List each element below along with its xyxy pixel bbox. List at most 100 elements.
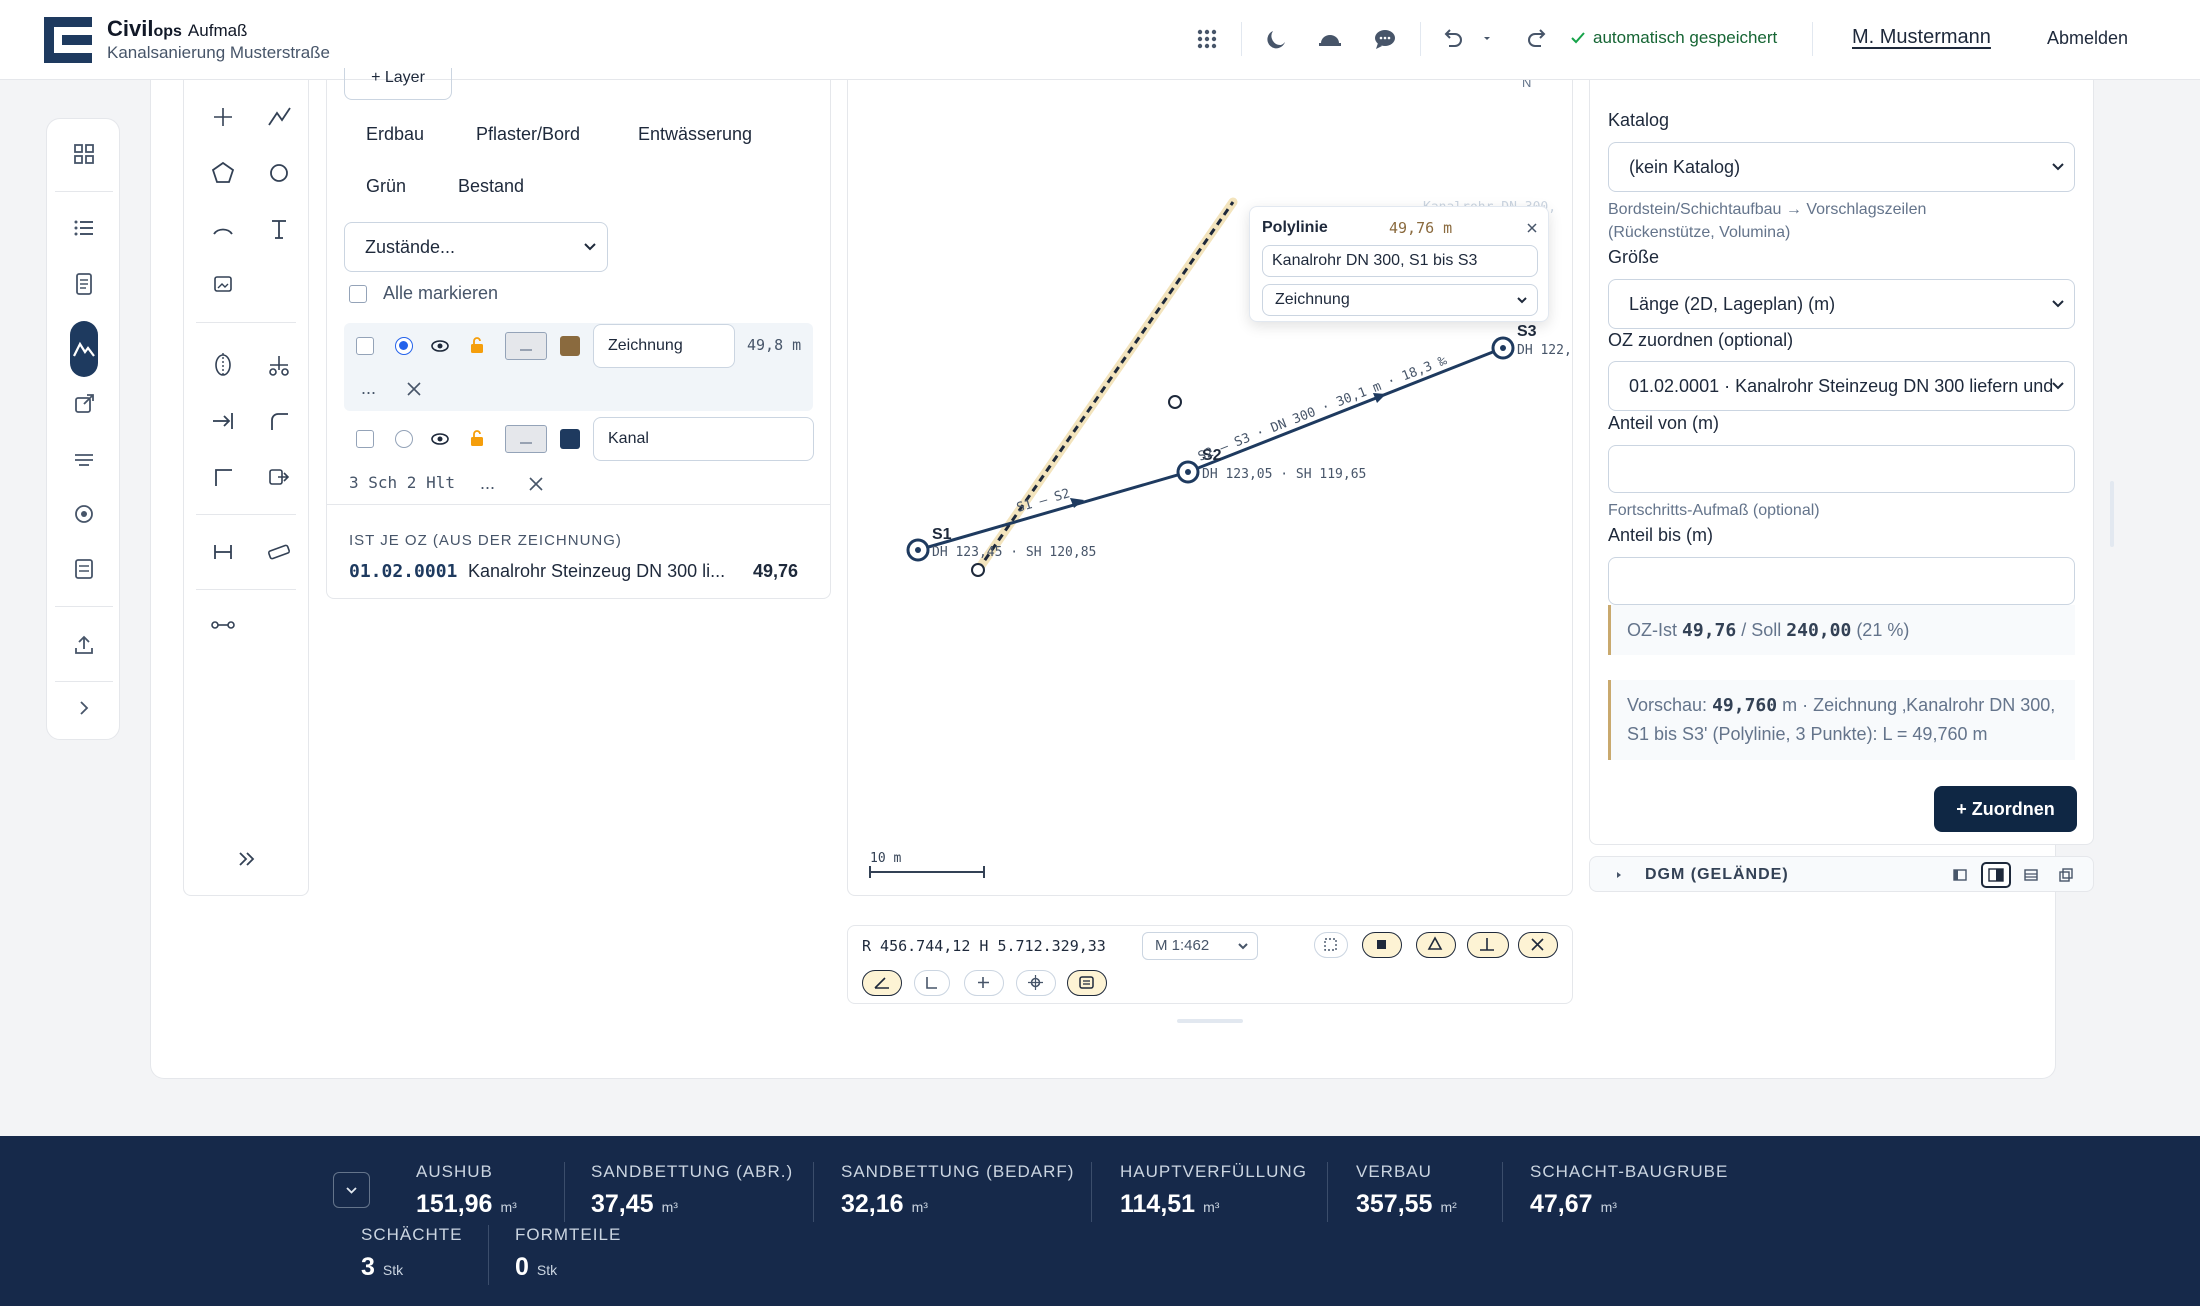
- map-drawing[interactable]: N Kanalrohr DN 300, S1 S2 S3 DH 123,45 ·…: [848, 80, 1573, 896]
- arc-tool-icon[interactable]: [206, 212, 240, 246]
- collapse-footer-button[interactable]: [333, 1172, 370, 1208]
- report-icon[interactable]: [69, 554, 99, 584]
- layer-color-swatch[interactable]: [560, 429, 580, 449]
- panel-split-button[interactable]: [1981, 862, 2011, 888]
- panel-left-icon[interactable]: [1951, 866, 1969, 884]
- popout-icon[interactable]: [2057, 866, 2075, 884]
- user-name[interactable]: M. Mustermann: [1852, 26, 1991, 48]
- dgm-section[interactable]: DGM (GELÄNDE): [1589, 856, 2094, 892]
- close-icon[interactable]: [1525, 221, 1539, 235]
- drawing-polyline[interactable]: [976, 201, 1235, 571]
- text-tool-icon[interactable]: [262, 212, 296, 246]
- lock-icon[interactable]: [466, 427, 488, 449]
- category-chip[interactable]: Grün: [366, 176, 407, 196]
- image-tool-icon[interactable]: [206, 268, 240, 302]
- layer-checkbox[interactable]: [356, 337, 374, 355]
- mirror-tool-icon[interactable]: [206, 348, 240, 382]
- lock-icon[interactable]: [466, 334, 488, 356]
- zustaende-select[interactable]: Zustände...: [344, 222, 608, 272]
- resize-handle[interactable]: [1177, 1019, 1243, 1023]
- more-options[interactable]: ...: [361, 378, 377, 398]
- polygon-tool-icon[interactable]: [206, 156, 240, 190]
- target-icon[interactable]: [69, 499, 99, 529]
- helmet-icon[interactable]: [1315, 24, 1345, 54]
- oz-assign-select[interactable]: 01.02.0001 · Kanalrohr Steinzeug DN 300 …: [1608, 361, 2075, 411]
- export-tool-icon[interactable]: [262, 460, 296, 494]
- eye-icon[interactable]: [429, 429, 451, 449]
- mark-all-checkbox[interactable]: [349, 285, 367, 303]
- layer-active-radio[interactable]: [395, 430, 413, 448]
- cut-tool-icon[interactable]: [262, 348, 296, 382]
- scrollbar[interactable]: [2110, 481, 2114, 547]
- double-chevron-right-icon[interactable]: [230, 842, 264, 876]
- anteil-von-input[interactable]: [1608, 445, 2075, 493]
- vertex-handle[interactable]: [1168, 395, 1182, 409]
- redo-icon[interactable]: [1523, 24, 1553, 54]
- popup-text-input[interactable]: Kanalrohr DN 300, S1 bis S3: [1262, 245, 1538, 277]
- ortho-button[interactable]: [914, 970, 950, 996]
- close-icon[interactable]: [405, 380, 423, 398]
- manhole-s1[interactable]: [906, 538, 930, 562]
- layer-name-input[interactable]: Zeichnung: [593, 324, 735, 368]
- upload-icon[interactable]: [69, 630, 99, 660]
- chat-icon[interactable]: [1370, 24, 1400, 54]
- stat-label: VERBAU: [1356, 1162, 1432, 1181]
- layer-style-button[interactable]: [505, 332, 547, 360]
- snap-triangle-button[interactable]: [1416, 932, 1456, 958]
- external-link-icon[interactable]: [69, 389, 99, 419]
- moon-icon[interactable]: [1261, 24, 1291, 54]
- expand-chevron-icon[interactable]: [69, 693, 99, 723]
- map-scale-select[interactable]: M 1:462: [1142, 932, 1258, 960]
- close-icon[interactable]: [527, 475, 545, 493]
- ruler-tool-icon[interactable]: [262, 535, 296, 569]
- zuordnen-button[interactable]: + Zuordnen: [1934, 786, 2077, 832]
- chevron-down-icon[interactable]: [1480, 24, 1494, 54]
- dimension-tool-icon[interactable]: [206, 535, 240, 569]
- layer-checkbox[interactable]: [356, 430, 374, 448]
- vertex-handle[interactable]: [971, 563, 985, 577]
- category-chip[interactable]: Erdbau: [366, 124, 425, 144]
- dashboard-icon[interactable]: [69, 139, 99, 169]
- snap-intersection-button[interactable]: [1518, 932, 1558, 958]
- map-canvas[interactable]: N Kanalrohr DN 300, S1 S2 S3 DH 123,45 ·…: [847, 80, 1573, 896]
- katalog-select[interactable]: (kein Katalog): [1608, 142, 2075, 192]
- snap-perpendicular-button[interactable]: [1467, 932, 1509, 958]
- category-chip[interactable]: Bestand: [458, 176, 525, 196]
- groesse-select[interactable]: Länge (2D, Lageplan) (m): [1608, 279, 2075, 329]
- layers-lines-icon[interactable]: [69, 444, 99, 474]
- point-tool-icon[interactable]: [206, 100, 240, 134]
- circle-tool-icon[interactable]: [262, 156, 296, 190]
- extend-tool-icon[interactable]: [206, 404, 240, 438]
- notes-button[interactable]: [1067, 970, 1107, 996]
- corner-tool-icon[interactable]: [206, 460, 240, 494]
- list-icon[interactable]: [69, 213, 99, 243]
- anteil-bis-input[interactable]: [1608, 557, 2075, 605]
- popup-layer-select[interactable]: Zeichnung: [1262, 284, 1538, 316]
- add-layer-button[interactable]: + Layer: [344, 68, 452, 100]
- table-icon[interactable]: [2022, 866, 2040, 884]
- link-points-icon[interactable]: [206, 608, 240, 642]
- scale-bar: [869, 866, 985, 878]
- fillet-tool-icon[interactable]: [262, 404, 296, 438]
- polyline-tool-icon[interactable]: [262, 100, 296, 134]
- document-icon[interactable]: [69, 269, 99, 299]
- manhole-s3[interactable]: [1491, 336, 1515, 360]
- apps-grid-icon[interactable]: [1192, 24, 1222, 54]
- select-box-button[interactable]: [1314, 932, 1348, 958]
- center-snap-button[interactable]: [1016, 970, 1056, 996]
- terrain-icon[interactable]: [69, 334, 99, 364]
- grid-snap-button[interactable]: [964, 970, 1004, 996]
- logout-button[interactable]: Abmelden: [2047, 28, 2129, 48]
- layer-name-input[interactable]: Kanal: [593, 417, 814, 461]
- eye-icon[interactable]: [429, 336, 451, 356]
- category-chip[interactable]: Pflaster/Bord: [476, 124, 581, 144]
- manhole-s2[interactable]: [1176, 460, 1200, 484]
- undo-icon[interactable]: [1437, 24, 1467, 54]
- snap-endpoint-button[interactable]: [1362, 932, 1402, 958]
- category-chip[interactable]: Entwässerung: [638, 124, 753, 144]
- layer-color-swatch[interactable]: [560, 336, 580, 356]
- layer-style-button[interactable]: [505, 425, 547, 453]
- layer-active-radio[interactable]: [395, 337, 413, 355]
- more-options[interactable]: ...: [480, 473, 496, 493]
- snap-angle-button[interactable]: [862, 970, 902, 996]
